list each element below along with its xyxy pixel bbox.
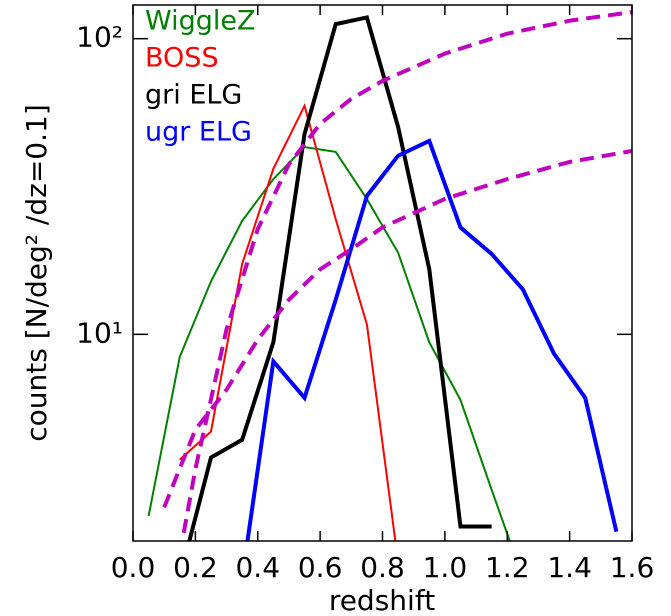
legend-entry: BOSS (145, 43, 219, 74)
x-tick-label: 0.8 (360, 551, 405, 584)
x-tick-label: 0.6 (298, 551, 343, 584)
x-tick-label: 1.6 (610, 551, 655, 584)
legend-entry: gri ELG (145, 80, 242, 111)
x-tick-label: 0.0 (111, 551, 156, 584)
series-line (147, 145, 511, 541)
x-tick-label: 1.0 (423, 551, 468, 584)
series-line (162, 149, 632, 509)
x-tick-label: 0.4 (235, 551, 280, 584)
series-line (180, 10, 632, 541)
x-tick-label: 1.4 (547, 551, 592, 584)
y-tick-label: 10¹ (76, 316, 123, 349)
y-axis-label: counts [N/deg² /dz=0.1] (20, 104, 53, 442)
legend-entry: WiggleZ (145, 6, 256, 37)
series-line (179, 102, 397, 541)
y-tick-label: 10² (76, 21, 123, 54)
series-line (245, 138, 619, 541)
x-tick-label: 0.2 (173, 551, 218, 584)
x-axis-label: redshift (329, 584, 435, 616)
plot-lines (147, 10, 632, 541)
x-tick-label: 1.2 (485, 551, 530, 584)
legend-entry: ugr ELG (145, 117, 252, 148)
series-line (187, 15, 492, 541)
